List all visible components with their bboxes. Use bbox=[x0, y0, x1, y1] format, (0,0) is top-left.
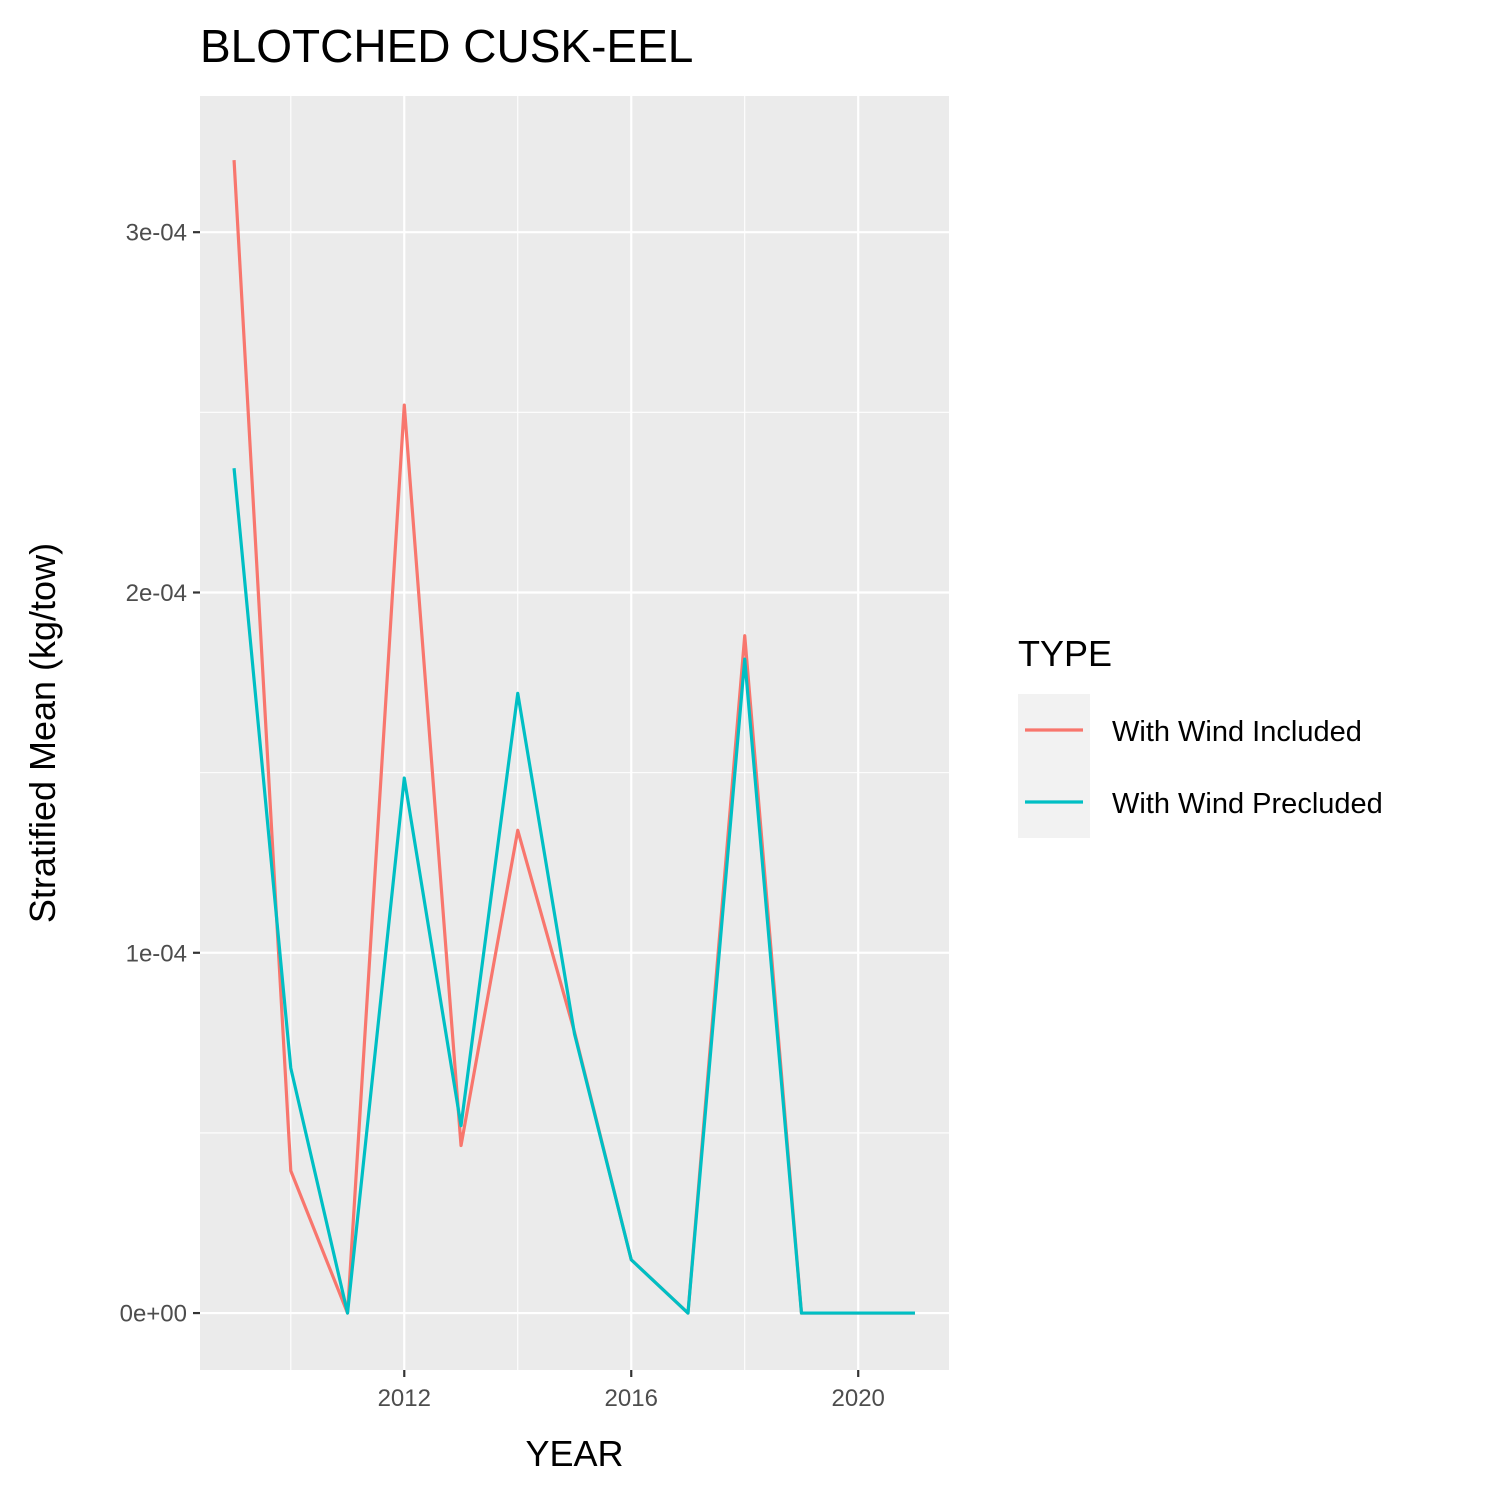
legend: TYPE With Wind Included With Wind Preclud… bbox=[1018, 633, 1383, 838]
legend-label-with-wind-included: With Wind Included bbox=[1112, 716, 1362, 748]
y-tick-label: 3e-04 bbox=[126, 220, 187, 247]
legend-key-background bbox=[1018, 694, 1090, 838]
x-tick-label: 2012 bbox=[378, 1385, 431, 1412]
y-tick-label: 1e-04 bbox=[126, 940, 187, 967]
y-axis: 0e+00 1e-04 2e-04 3e-04 bbox=[120, 220, 200, 1328]
legend-items: With Wind Included With Wind Precluded bbox=[1025, 716, 1383, 820]
x-tick-label: 2016 bbox=[605, 1385, 658, 1412]
x-tick-label: 2020 bbox=[832, 1385, 885, 1412]
x-axis: 2012 2016 2020 bbox=[378, 1370, 885, 1412]
series-line-with-wind-precluded bbox=[232, 468, 915, 1315]
series-layer bbox=[232, 160, 915, 1315]
legend-title: TYPE bbox=[1018, 633, 1112, 674]
x-axis-title: YEAR bbox=[525, 1433, 623, 1474]
legend-label-with-wind-precluded: With Wind Precluded bbox=[1112, 788, 1383, 820]
y-tick-label: 2e-04 bbox=[126, 580, 187, 607]
y-tick-label: 0e+00 bbox=[120, 1301, 187, 1328]
y-axis-title: Stratified Mean (kg/tow) bbox=[22, 543, 63, 923]
chart-title: BLOTCHED CUSK-EEL bbox=[200, 20, 693, 72]
plot-panel bbox=[200, 96, 949, 1370]
